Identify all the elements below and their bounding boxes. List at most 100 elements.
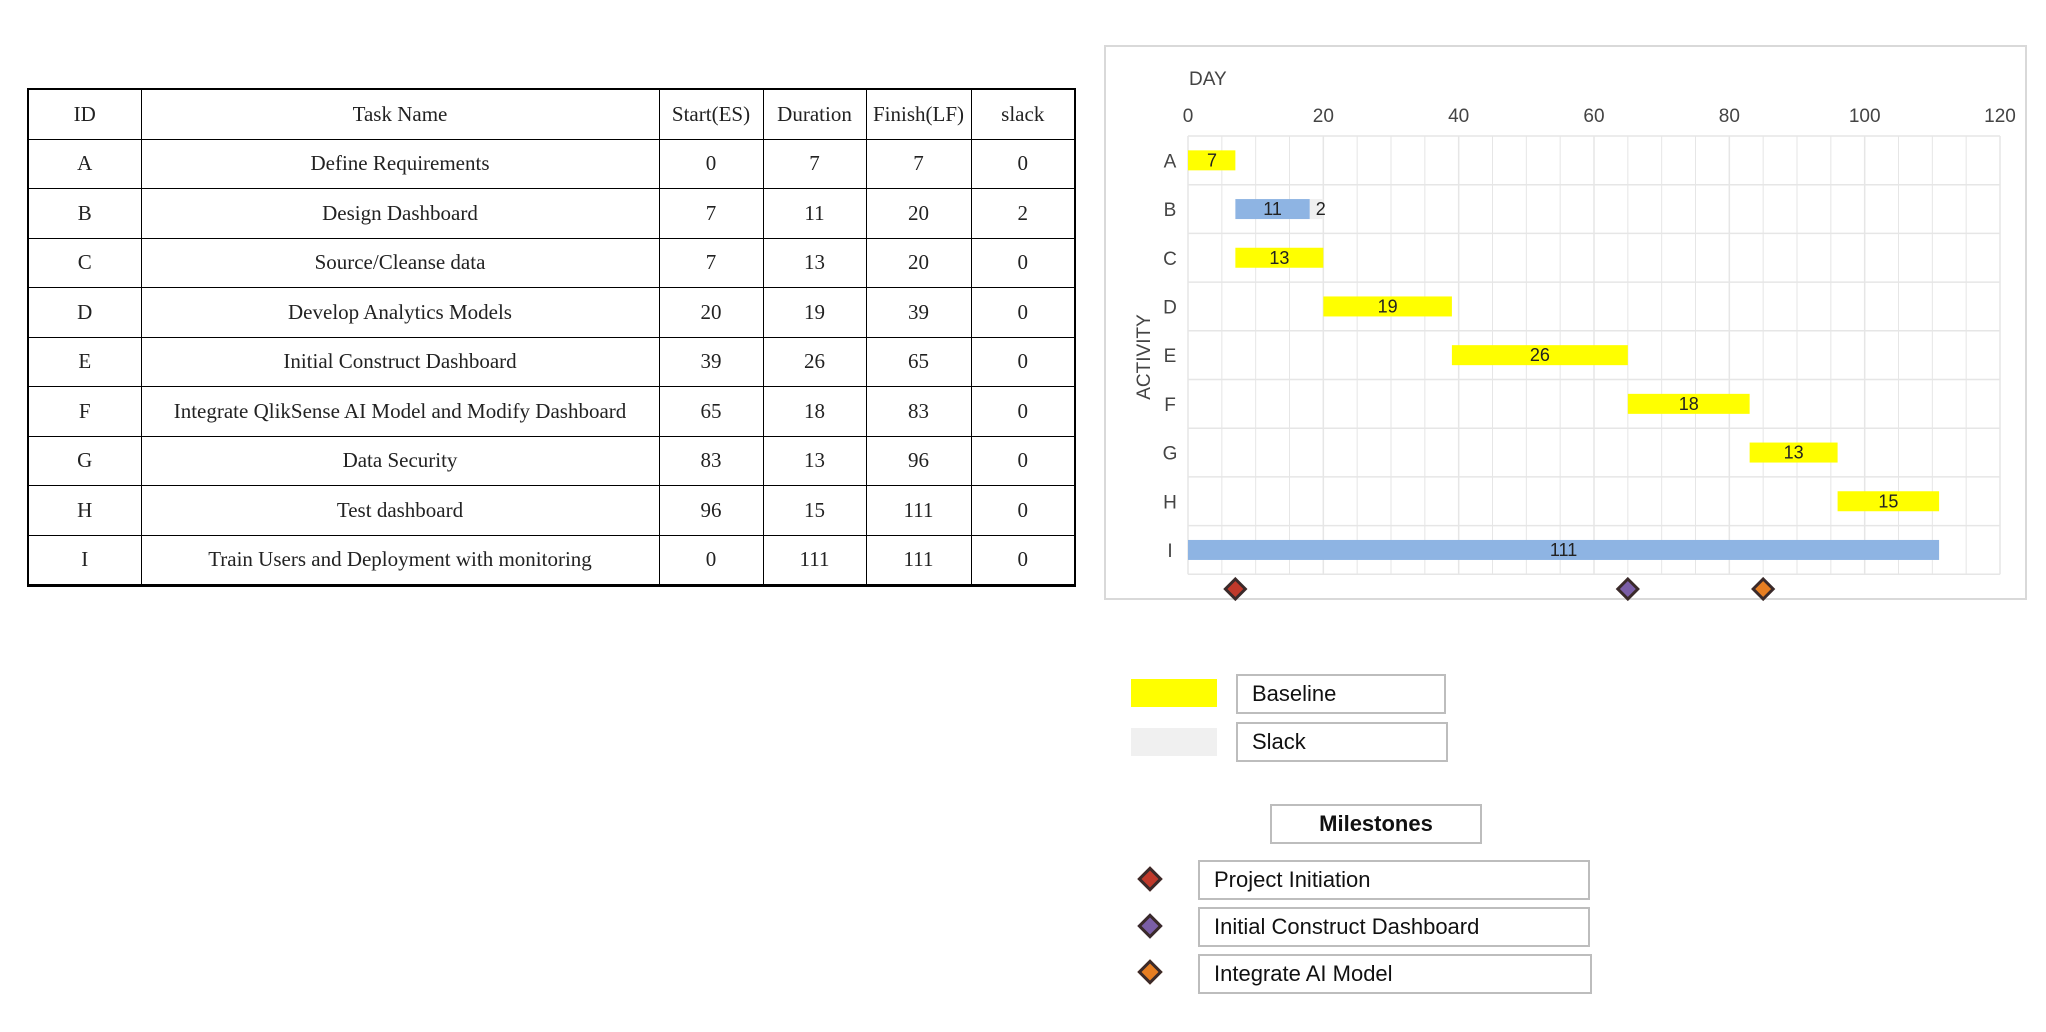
- cell-finish: 111: [865, 485, 972, 536]
- table-body: A Define Requirements 0 7 7 0 B Design Dashboar…: [27, 138, 1076, 586]
- gantt-bar-f: [1627, 393, 1750, 414]
- gantt-bar-h: [1837, 491, 1940, 512]
- table-row: B Design Dashboard 7 11 20 2: [27, 188, 1076, 239]
- legend-baseline-swatch: [1131, 679, 1217, 707]
- gantt-slack-b: [1309, 199, 1324, 220]
- y-category-label: E: [1164, 346, 1177, 367]
- cell-duration: 15: [762, 485, 867, 536]
- cell-duration: 18: [762, 386, 867, 437]
- cell-task-name: Test dashboard: [140, 485, 660, 536]
- cell-finish: 39: [865, 287, 972, 338]
- cell-slack: 0: [970, 435, 1076, 486]
- milestone-diamond-icon-initiation: [1137, 866, 1163, 892]
- cell-start: 20: [658, 287, 764, 338]
- y-category-label: H: [1163, 492, 1177, 513]
- milestone-diamond-icon-construct: [1137, 913, 1163, 939]
- bar-value-label: 18: [1679, 394, 1699, 414]
- milestones-title: Milestones: [1319, 811, 1433, 836]
- milestone-legend-box-construct: Initial Construct Dashboard: [1198, 907, 1590, 947]
- table-row: G Data Security 83 13 96 0: [27, 435, 1076, 486]
- cell-duration: 26: [762, 336, 867, 387]
- milestone-legend-box-integrate: Integrate AI Model: [1198, 954, 1592, 994]
- y-category-label: B: [1164, 200, 1177, 221]
- cell-slack: 0: [970, 485, 1076, 536]
- gantt-bar-a: [1188, 150, 1236, 171]
- cell-task-name: Data Security: [140, 435, 660, 486]
- bar-value-label: 13: [1784, 443, 1804, 463]
- cell-task-name: Train Users and Deployment with monitori…: [140, 534, 660, 586]
- legend-slack-box: Slack: [1236, 722, 1448, 762]
- x-tick-label: 120: [1984, 106, 2016, 127]
- column-header-finish: Finish(LF): [865, 88, 972, 140]
- y-category-label: A: [1164, 151, 1177, 172]
- bar-value-label: 7: [1207, 150, 1217, 170]
- cell-id: F: [27, 386, 142, 437]
- gantt-bar-g: [1749, 442, 1838, 463]
- gantt-bar-c: [1235, 247, 1324, 268]
- table-row: E Initial Construct Dashboard 39 26 65 0: [27, 336, 1076, 387]
- cell-start: 7: [658, 188, 764, 239]
- legend-baseline-label: Baseline: [1252, 681, 1337, 706]
- bar-value-label: 13: [1269, 248, 1289, 268]
- milestone-diamond-icon: [1751, 576, 1776, 602]
- table-row: A Define Requirements 0 7 7 0: [27, 138, 1076, 189]
- cell-start: 0: [658, 534, 764, 586]
- cell-id: G: [27, 435, 142, 486]
- cell-finish: 20: [865, 237, 972, 288]
- bar-value-label: 15: [1878, 491, 1898, 511]
- milestone-diamond-icon: [1615, 576, 1640, 602]
- x-tick-label: 60: [1583, 106, 1604, 127]
- cell-start: 96: [658, 485, 764, 536]
- gantt-bar-d: [1323, 296, 1452, 317]
- legend-baseline-box: Baseline: [1236, 674, 1446, 714]
- milestone-legend-label: Initial Construct Dashboard: [1214, 914, 1480, 939]
- milestones-title-box: Milestones: [1270, 804, 1482, 844]
- x-tick-label: 20: [1313, 106, 1334, 127]
- table-row: C Source/Cleanse data 7 13 20 0: [27, 237, 1076, 288]
- x-tick-label: 80: [1719, 106, 1740, 127]
- column-header-start: Start(ES): [658, 88, 764, 140]
- cell-task-name: Define Requirements: [140, 138, 660, 189]
- cell-start: 7: [658, 237, 764, 288]
- milestone-legend-box-initiation: Project Initiation: [1198, 860, 1590, 900]
- cell-task-name: Design Dashboard: [140, 188, 660, 239]
- cell-start: 65: [658, 386, 764, 437]
- bar-value-label: 19: [1378, 296, 1398, 316]
- task-table: ID Task Name Start(ES) Duration Finish(L…: [27, 88, 1076, 587]
- cell-finish: 65: [865, 336, 972, 387]
- cell-start: 83: [658, 435, 764, 486]
- cell-slack: 0: [970, 534, 1076, 586]
- y-category-label: C: [1163, 249, 1177, 270]
- cell-task-name: Develop Analytics Models: [140, 287, 660, 338]
- x-tick-label: 100: [1849, 106, 1881, 127]
- cell-id: I: [27, 534, 142, 586]
- milestone-diamond-icon-integrate: [1137, 959, 1163, 985]
- gantt-bar-b: [1235, 199, 1310, 220]
- gantt-bar-e: [1451, 345, 1628, 366]
- cell-finish: 96: [865, 435, 972, 486]
- column-header-duration: Duration: [762, 88, 867, 140]
- cell-slack: 0: [970, 386, 1076, 437]
- y-axis-label: ACTIVITY: [1134, 314, 1155, 400]
- gantt-chart: 0 20 40 60 80 100 120 DAY ACTIVITY A B C D E F G H I 7 11 2 1…: [1104, 45, 2027, 602]
- y-category-label: F: [1164, 395, 1176, 416]
- x-tick-label: 40: [1448, 106, 1469, 127]
- bar-value-label: 26: [1530, 345, 1550, 365]
- bar-value-label: 111: [1550, 540, 1577, 560]
- cell-slack: 2: [970, 188, 1076, 239]
- cell-slack: 0: [970, 237, 1076, 288]
- legend-slack-label: Slack: [1252, 729, 1306, 754]
- x-axis-label: DAY: [1189, 69, 1227, 90]
- milestone-diamond-icon: [1223, 576, 1248, 602]
- milestone-legend-label: Project Initiation: [1214, 867, 1371, 892]
- y-category-label: G: [1163, 444, 1178, 465]
- cell-slack: 0: [970, 138, 1076, 189]
- bar-value-label: 11: [1263, 199, 1282, 219]
- y-category-label: I: [1167, 541, 1172, 562]
- gantt-bar-i: [1188, 539, 1940, 560]
- x-tick-label: 0: [1183, 106, 1194, 127]
- legend-slack-swatch: [1131, 728, 1217, 756]
- table-row: H Test dashboard 96 15 111 0: [27, 485, 1076, 536]
- cell-duration: 19: [762, 287, 867, 338]
- chart-frame: [1104, 45, 2027, 600]
